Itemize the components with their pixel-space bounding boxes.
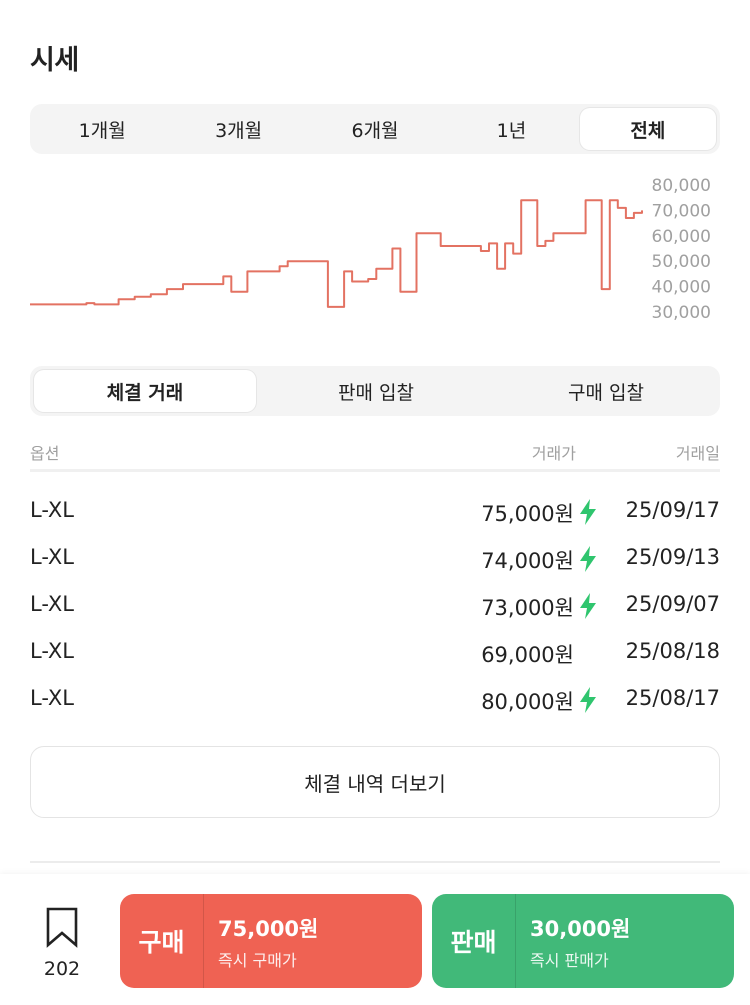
header-option: 옵션 (30, 444, 60, 463)
tab-1-month[interactable]: 1개월 (78, 119, 126, 142)
y-tick-label: 40,000 (652, 278, 711, 298)
wishlist-count: 202 (43, 958, 81, 980)
bookmark-icon (46, 907, 78, 948)
table-row: L-XL 73,000원 25/09/07 (30, 584, 720, 624)
row-price: 75,000원 (481, 502, 574, 526)
row-price: 69,000원 (481, 643, 574, 667)
tab-completed-trades[interactable]: 체결 거래 (34, 370, 256, 412)
y-tick-label: 50,000 (652, 252, 711, 272)
bottom-action-bar: 202 구매 75,000원 즉시 구매가 판매 30,000원 즉시 판매가 (0, 874, 750, 1005)
row-date: 25/08/17 (625, 686, 720, 710)
price-line-series (30, 199, 643, 308)
tab-6-months[interactable]: 6개월 (351, 119, 399, 142)
period-tabs: 1개월 3개월 6개월 1년 전체 (30, 104, 720, 154)
row-date: 25/09/07 (625, 592, 720, 616)
lightning-bolt-icon (580, 546, 596, 572)
table-row: L-XL 69,000원 25/08/18 (30, 631, 720, 671)
lightning-bolt-icon (580, 687, 596, 713)
header-price: 거래가 (531, 444, 576, 463)
price-chart-svg: 80,000 70,000 60,000 50,000 40,000 30,000 (30, 176, 711, 323)
sell-amount: 30,000원 (530, 917, 631, 941)
table-row: L-XL 80,000원 25/08/17 (30, 678, 720, 718)
divider (30, 861, 720, 863)
table-row: L-XL 74,000원 25/09/13 (30, 537, 720, 577)
tab-1-year[interactable]: 1년 (496, 119, 527, 142)
tab-all[interactable]: 전체 (579, 108, 717, 150)
tab-sell-bids[interactable]: 판매 입찰 (338, 381, 414, 404)
y-tick-label: 70,000 (652, 201, 711, 221)
row-option: L-XL (30, 686, 74, 710)
more-trades-button[interactable]: 체결 내역 더보기 (30, 746, 720, 818)
wishlist-button[interactable]: 202 (40, 906, 84, 980)
sell-button[interactable]: 판매 30,000원 즉시 판매가 (432, 894, 734, 988)
header-date: 거래일 (675, 444, 720, 463)
price-chart: 80,000 70,000 60,000 50,000 40,000 30,000 (0, 168, 750, 338)
row-option: L-XL (30, 498, 74, 522)
trade-tabs: 체결 거래 판매 입찰 구매 입찰 (30, 366, 720, 416)
row-date: 25/08/18 (625, 639, 720, 663)
row-price: 74,000원 (481, 549, 574, 573)
row-price: 73,000원 (481, 596, 574, 620)
buy-label: 구매 (120, 894, 204, 988)
tab-3-months[interactable]: 3개월 (215, 119, 263, 142)
sell-label: 판매 (432, 894, 516, 988)
table-row: L-XL 75,000원 25/09/17 (30, 490, 720, 530)
row-price: 80,000원 (481, 690, 574, 714)
row-option: L-XL (30, 639, 74, 663)
lightning-bolt-icon (580, 593, 596, 619)
table-header: 옵션 거래가 거래일 (30, 436, 720, 472)
buy-amount: 75,000원 (218, 917, 319, 941)
y-tick-label: 80,000 (652, 176, 711, 196)
tab-buy-bids[interactable]: 구매 입찰 (568, 381, 644, 404)
row-option: L-XL (30, 592, 74, 616)
section-title: 시세 (30, 45, 79, 76)
row-date: 25/09/17 (625, 498, 720, 522)
sell-subtitle: 즉시 판매가 (530, 951, 609, 970)
buy-button[interactable]: 구매 75,000원 즉시 구매가 (120, 894, 422, 988)
y-tick-label: 30,000 (652, 303, 711, 323)
y-tick-label: 60,000 (652, 227, 711, 247)
row-option: L-XL (30, 545, 74, 569)
row-date: 25/09/13 (625, 545, 720, 569)
buy-subtitle: 즉시 구매가 (218, 951, 297, 970)
lightning-bolt-icon (580, 499, 596, 525)
